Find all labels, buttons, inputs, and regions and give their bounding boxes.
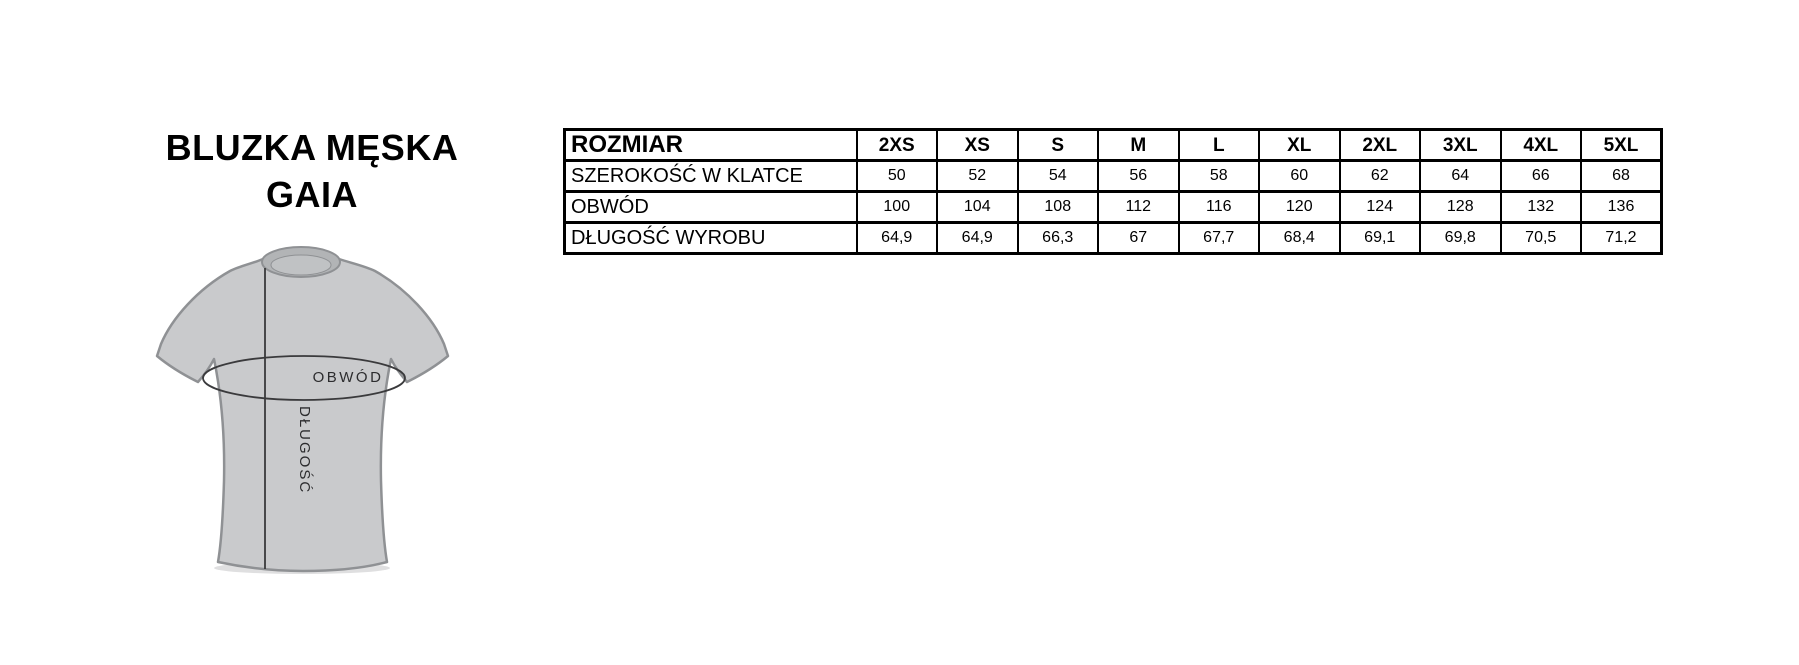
size-value-cell: 116 (1177, 190, 1260, 224)
size-value-cell: 69,1 (1338, 221, 1421, 255)
size-column-header-3xl: 3XL (1419, 128, 1502, 162)
tshirt-body (155, 251, 450, 573)
size-value-cell: 100 (855, 190, 938, 224)
size-value-cell: 69,8 (1419, 221, 1502, 255)
measurement-row-label: DŁUGOŚĆ WYROBU (563, 221, 858, 255)
measurement-row-label: OBWÓD (563, 190, 858, 224)
size-value-cell: 54 (1016, 159, 1099, 193)
length-label: DŁUGOŚĆ (296, 406, 314, 494)
size-value-cell: 67 (1097, 221, 1180, 255)
size-column-header-4xl: 4XL (1499, 128, 1582, 162)
size-value-cell: 128 (1419, 190, 1502, 224)
size-column-header-5xl: 5XL (1580, 128, 1663, 162)
size-value-cell: 66,3 (1016, 221, 1099, 255)
size-value-cell: 64,9 (936, 221, 1019, 255)
measurement-row: SZEROKOŚĆ W KLATCE 50 52 54 56 58 60 62 64 66 68 (563, 159, 1663, 193)
circumference-label: OBWÓD (313, 369, 384, 386)
size-value-cell: 66 (1499, 159, 1582, 193)
size-value-cell: 120 (1258, 190, 1341, 224)
size-value-cell: 132 (1499, 190, 1582, 224)
measurement-row-label: SZEROKOŚĆ W KLATCE (563, 159, 858, 193)
size-value-cell: 112 (1097, 190, 1180, 224)
size-table-header-row: ROZMIAR 2XS XS S M L XL 2XL 3XL 4XL 5XL (563, 128, 1663, 162)
size-column-header-2xl: 2XL (1338, 128, 1421, 162)
tshirt-collar-inner (270, 254, 332, 276)
product-title-line2: GAIA (266, 174, 358, 215)
measurement-row: OBWÓD 100 104 108 112 116 120 124 128 132 136 (563, 190, 1663, 224)
measurement-row: DŁUGOŚĆ WYROBU 64,9 64,9 66,3 67 67,7 68,4 69,1… (563, 221, 1663, 255)
size-value-cell: 68,4 (1258, 221, 1341, 255)
size-value-cell: 52 (936, 159, 1019, 193)
tshirt-measurement-diagram: OBWÓD DŁUGOŚĆ (155, 246, 450, 574)
size-value-cell: 108 (1016, 190, 1099, 224)
size-value-cell: 50 (855, 159, 938, 193)
size-table: ROZMIAR 2XS XS S M L XL 2XL 3XL 4XL 5XL SZEROKOŚĆ W… (563, 128, 1663, 255)
size-value-cell: 124 (1338, 190, 1421, 224)
size-value-cell: 71,2 (1580, 221, 1663, 255)
size-value-cell: 62 (1338, 159, 1421, 193)
product-title: BLUZKA MĘSKA GAIA (112, 124, 512, 218)
size-value-cell: 136 (1580, 190, 1663, 224)
size-value-cell: 64,9 (855, 221, 938, 255)
size-value-cell: 60 (1258, 159, 1341, 193)
size-value-cell: 58 (1177, 159, 1260, 193)
size-column-header-2xs: 2XS (855, 128, 938, 162)
size-column-header-m: M (1097, 128, 1180, 162)
size-column-header-xl: XL (1258, 128, 1341, 162)
size-value-cell: 64 (1419, 159, 1502, 193)
size-column-header-l: L (1177, 128, 1260, 162)
size-value-cell: 68 (1580, 159, 1663, 193)
size-column-header-s: S (1016, 128, 1099, 162)
size-value-cell: 104 (936, 190, 1019, 224)
product-title-line1: BLUZKA MĘSKA (165, 127, 459, 168)
size-value-cell: 70,5 (1499, 221, 1582, 255)
size-table-title: ROZMIAR (563, 128, 858, 162)
circumference-measurement-ellipse (202, 355, 406, 401)
size-value-cell: 56 (1097, 159, 1180, 193)
size-value-cell: 67,7 (1177, 221, 1260, 255)
size-column-header-xs: XS (936, 128, 1019, 162)
